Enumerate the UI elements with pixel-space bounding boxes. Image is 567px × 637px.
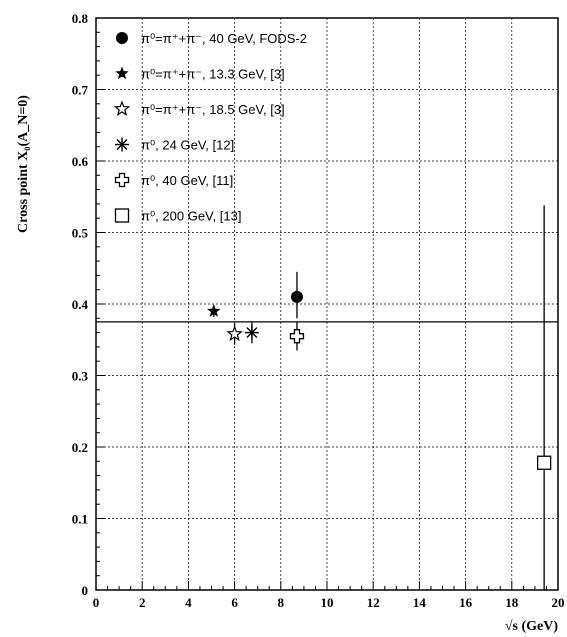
legend-item: π⁰, 200 GeV, [13]	[114, 208, 241, 224]
marker-open-cross	[289, 329, 305, 344]
marker-open-star	[113, 100, 131, 117]
asterisk-stroke	[246, 327, 258, 339]
axis-ticks: 0 2 4 6 8 10 12 14 16 18 20 0 0.1 0.2 0.3 0.4 0.5 0.6 0.7 0…	[72, 11, 565, 610]
legend-item: π⁰=π⁺+π⁻, 18.5 GeV, [3]	[113, 100, 285, 117]
marker-filled-circle	[116, 32, 128, 44]
legend-label: π⁰=π⁺+π⁻, 18.5 GeV, [3]	[141, 102, 285, 117]
legend-item: π⁰=π⁺+π⁻, 40 GeV, FODS-2	[116, 31, 307, 46]
x-axis-title: √s (GeV)	[505, 619, 559, 634]
legend-label: π⁰, 24 GeV, [12]	[141, 138, 234, 153]
marker-filled-star	[115, 66, 129, 80]
x-tick-label: 2	[139, 595, 146, 610]
y-tick-label: 0.8	[72, 11, 89, 26]
x-tick-label: 12	[367, 595, 380, 610]
x-tick-label: 8	[278, 595, 285, 610]
x-tick-label: 14	[413, 595, 427, 610]
marker-open-square	[536, 455, 552, 470]
asterisk-stroke	[116, 139, 128, 150]
x-tick-label: 16	[459, 595, 473, 610]
grid	[96, 18, 558, 590]
legend-label: π⁰=π⁺+π⁻, 40 GeV, FODS-2	[141, 31, 307, 46]
marker-filled-circle	[290, 290, 303, 303]
x-tick-label: 6	[231, 595, 238, 610]
x-tick-label: 18	[505, 595, 519, 610]
y-tick-label: 0.6	[72, 154, 89, 169]
error-bars	[213, 205, 545, 590]
y-tick-label: 0.7	[72, 83, 89, 98]
legend-label: π⁰, 40 GeV, [11]	[141, 173, 233, 188]
y-tick-label: 0.5	[72, 226, 89, 241]
legend-item: π⁰, 24 GeV, [12]	[115, 137, 234, 153]
data-markers	[207, 290, 552, 470]
marker-open-star	[226, 325, 243, 342]
y-tick-label: 0.4	[72, 297, 89, 312]
marker-open-cross	[114, 172, 130, 188]
y-tick-label: 0.2	[72, 440, 88, 455]
x-tick-label: 4	[185, 595, 192, 610]
marker-asterisk	[115, 137, 129, 152]
legend-label: π⁰, 200 GeV, [13]	[141, 209, 241, 224]
y-tick-label: 0	[82, 583, 89, 598]
legend-item: π⁰=π⁺+π⁻, 13.3 GeV, [3]	[115, 66, 285, 82]
legend: π⁰=π⁺+π⁻, 40 GeV, FODS-2 π⁰=π⁺+π⁻, 13.3 G…	[113, 31, 307, 224]
marker-asterisk	[244, 325, 259, 340]
legend-item: π⁰, 40 GeV, [11]	[114, 172, 233, 188]
x-tick-label: 10	[321, 595, 334, 610]
legend-label: π⁰=π⁺+π⁻, 13.3 GeV, [3]	[141, 67, 285, 82]
y-tick-label: 0.1	[72, 512, 88, 527]
x-tick-label: 20	[552, 595, 565, 610]
y-axis-title: Cross point X₀(A_N=0)	[16, 95, 31, 233]
marker-open-square	[114, 208, 130, 223]
marker-filled-star	[207, 304, 221, 317]
y-tick-label: 0.3	[72, 369, 89, 384]
x-tick-label: 0	[93, 595, 100, 610]
